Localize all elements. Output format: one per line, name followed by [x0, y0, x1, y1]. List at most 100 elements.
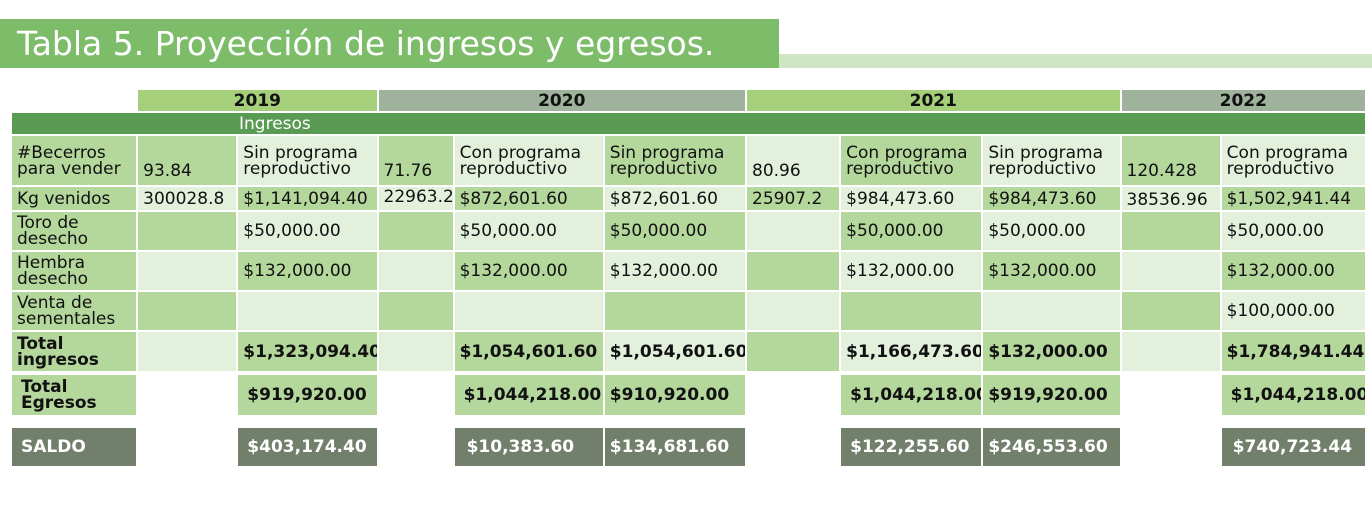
header-2022-con: Con programa reproductivo	[1221, 136, 1365, 185]
cell-toro-2021-sin: $50,000.00	[983, 212, 1120, 250]
cell-venta-2020-con	[454, 292, 603, 330]
cell-total-ingresos-2019	[138, 332, 237, 371]
row-becerros: #Becerros para vender 93.84 Sin programa r…	[12, 136, 1365, 185]
cell-hembra-2019	[138, 252, 237, 290]
cell-total-ingresos-2021-con: $1,166,473.60	[841, 332, 982, 371]
row-total-egresos: Total Egresos $919,920.00 $1,044,218.00 $…	[12, 375, 1365, 415]
cell-venta-2019	[138, 292, 237, 330]
cell-saldo-2019-sin: $403,174.40	[238, 428, 377, 466]
projection-table: 2019 2020 2021 2022 Ingresos #Becerros pa…	[10, 88, 1367, 468]
section-label: Ingresos	[239, 113, 311, 134]
cell-toro-2020-sin: $50,000.00	[604, 212, 746, 250]
cell-becerros-2022: 120.428	[1121, 136, 1220, 185]
label-venta: Venta de sementales	[12, 292, 137, 330]
cell-kg-2022-con: $1,502,941.44	[1221, 187, 1365, 210]
cell-total-egresos-2019	[138, 375, 237, 415]
cell-total-egresos-2020-sin: $910,920.00	[604, 375, 746, 415]
cell-total-ingresos-2021	[747, 332, 840, 371]
label-line: Hembra	[17, 253, 85, 273]
cell-total-ingresos-2020-sin: $1,054,601.60	[604, 332, 746, 371]
header-line: Sin programa	[243, 142, 358, 163]
gap	[12, 417, 1365, 426]
label-line: desecho	[17, 269, 89, 289]
label-total-egresos: Total Egresos	[12, 375, 137, 415]
cell-hembra-2020	[378, 252, 453, 290]
cell-total-egresos-2022-con: $1,044,218.00	[1221, 375, 1365, 415]
cell-toro-2021	[747, 212, 840, 250]
label-total-ingresos: Total ingresos	[12, 332, 137, 371]
header-line: reproductivo	[846, 158, 954, 179]
header-2021-sin: Sin programa reproductivo	[983, 136, 1120, 185]
cell-saldo-2020-sin: $134,681.60	[604, 428, 746, 466]
cell-venta-2020-sin	[604, 292, 746, 330]
row-toro: Toro de desecho $50,000.00 $50,000.00 $50…	[12, 212, 1365, 250]
cell-saldo-2020-con: $10,383.60	[454, 428, 603, 466]
label-line: para vender	[17, 158, 121, 179]
cell-total-egresos-2021-sin: $919,920.00	[983, 375, 1120, 415]
header-2021-con: Con programa reproductivo	[841, 136, 982, 185]
cell-total-ingresos-2020	[378, 332, 453, 371]
cell-becerros-2021: 80.96	[747, 136, 840, 185]
cell-saldo-2021	[747, 428, 840, 466]
title-rule	[779, 54, 1372, 68]
header-2020-sin: Sin programa reproductivo	[604, 136, 746, 185]
section-ingresos: Ingresos	[12, 113, 1365, 134]
header-line: reproductivo	[459, 158, 568, 179]
cell-venta-2019-sin	[238, 292, 377, 330]
cell-total-ingresos-2020-con: $1,054,601.60	[454, 332, 603, 371]
cell-hembra-2019-sin: $132,000.00	[238, 252, 377, 290]
header-line: reproductivo	[1226, 158, 1335, 179]
header-line: Sin programa	[609, 142, 725, 163]
cell-kg-2020-sin: $872,601.60	[604, 187, 746, 210]
header-line: reproductivo	[243, 158, 351, 179]
cell-venta-2021-sin	[983, 292, 1120, 330]
header-2019-sin: Sin programa reproductivo	[238, 136, 377, 185]
cell-saldo-2022-con: $740,723.44	[1221, 428, 1365, 466]
cell-hembra-2020-sin: $132,000.00	[604, 252, 746, 290]
cell-venta-2022	[1121, 292, 1220, 330]
row-kg: Kg venidos 300028.8 $1,141,094.40 22963.…	[12, 187, 1365, 210]
cell-hembra-2022	[1121, 252, 1220, 290]
title-banner	[0, 19, 779, 68]
label-line: #Becerros	[17, 142, 106, 163]
header-line: Con programa	[846, 142, 968, 163]
year-header-row: 2019 2020 2021 2022	[12, 90, 1365, 111]
cell-hembra-2021-con: $132,000.00	[841, 252, 982, 290]
label-kg: Kg venidos	[12, 187, 137, 210]
cell-total-egresos-2021	[747, 375, 840, 415]
cell-venta-2022-con: $100,000.00	[1221, 292, 1365, 330]
cell-kg-2020-con: $872,601.60	[454, 187, 603, 210]
cell-toro-2021-con: $50,000.00	[841, 212, 982, 250]
cell-venta-2021-con	[841, 292, 982, 330]
label-line: Egresos	[21, 393, 97, 413]
cell-venta-2020	[378, 292, 453, 330]
cell-saldo-2021-con: $122,255.60	[841, 428, 982, 466]
cell-hembra-2021	[747, 252, 840, 290]
cell-toro-2022	[1121, 212, 1220, 250]
label-line: Toro de	[17, 213, 79, 233]
section-row: Ingresos	[12, 113, 1365, 134]
year-2021: 2021	[747, 90, 1120, 111]
cell-hembra-2020-con: $132,000.00	[454, 252, 603, 290]
cell-hembra-2021-sin: $132,000.00	[983, 252, 1120, 290]
cell-kg-2020: 22963.2	[378, 187, 453, 210]
row-hembra: Hembra desecho $132,000.00 $132,000.00 $1…	[12, 252, 1365, 290]
header-blank	[12, 90, 137, 111]
cell-becerros-2019: 93.84	[138, 136, 237, 185]
cell-becerros-2020: 71.76	[378, 136, 453, 185]
cell-saldo-2020	[378, 428, 453, 466]
label-line: ingresos	[17, 349, 99, 370]
cell-saldo-2019	[138, 428, 237, 466]
cell-saldo-2021-sin: $246,553.60	[983, 428, 1120, 466]
cell-total-ingresos-2022	[1121, 332, 1220, 371]
header-line: Con programa	[1226, 142, 1349, 163]
cell-total-ingresos-2021-sin: $132,000.00	[983, 332, 1120, 371]
header-2020-con: Con programa reproductivo	[454, 136, 603, 185]
row-venta: Venta de sementales $100,000.00	[12, 292, 1365, 330]
cell-kg-2022: 38536.96	[1121, 187, 1220, 210]
year-2022: 2022	[1121, 90, 1365, 111]
header-line: reproductivo	[988, 158, 1096, 179]
header-line: Sin programa	[988, 142, 1104, 163]
cell-hembra-2022-con: $132,000.00	[1221, 252, 1365, 290]
row-total-ingresos: Total ingresos $1,323,094.40 $1,054,601.6…	[12, 332, 1365, 371]
